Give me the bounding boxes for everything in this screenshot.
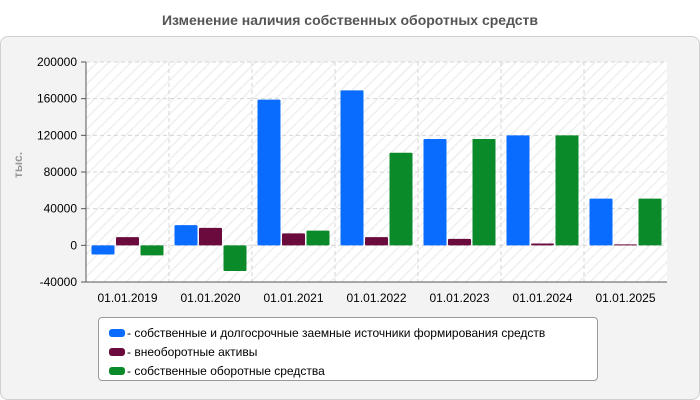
bar-3 [555, 135, 579, 246]
legend-label: - собственные и долгосрочные заемные ист… [127, 325, 546, 340]
y-tick-label: -40000 [40, 275, 78, 289]
bar-1 [506, 135, 530, 246]
chart-title: Изменение наличия собственных оборотных … [161, 12, 539, 28]
x-tick-label: 01.01.2023 [429, 291, 489, 305]
bar-3 [306, 230, 330, 246]
bar-3 [389, 152, 413, 246]
y-tick-label: 160000 [37, 92, 77, 106]
legend-label: - внеоборотные активы [127, 344, 258, 359]
legend-label: - собственные оборотные средства [127, 363, 325, 378]
legend-swatch [109, 328, 125, 337]
bar-2 [365, 237, 388, 246]
x-tick-label: 01.01.2020 [180, 291, 240, 305]
bar-1 [589, 198, 613, 246]
legend-item-sources: - собственные и долгосрочные заемные ист… [109, 323, 597, 342]
x-tick-label: 01.01.2022 [346, 291, 406, 305]
y-tick-label: 0 [70, 238, 77, 252]
y-tick-label: 120000 [37, 128, 77, 142]
bar-2 [282, 233, 305, 246]
legend-swatch [109, 347, 125, 356]
bar-2 [531, 243, 554, 246]
bar-3 [638, 198, 662, 246]
bar-1 [423, 139, 447, 246]
bar-1 [91, 245, 115, 255]
bar-3 [140, 245, 164, 256]
bar-2 [199, 227, 222, 246]
bar-2 [116, 237, 139, 246]
bar-1 [340, 90, 364, 246]
bar-2 [614, 244, 637, 246]
y-axis-label: тыс. [11, 152, 25, 178]
legend-item-working-capital: - собственные оборотные средства [109, 361, 597, 380]
bar-2 [448, 238, 471, 246]
y-tick-label: 40000 [44, 202, 78, 216]
y-tick-label: 200000 [37, 55, 77, 69]
x-tick-label: 01.01.2024 [512, 291, 572, 305]
y-tick-label: 80000 [44, 165, 78, 179]
bar-3 [472, 139, 496, 246]
bar-1 [257, 99, 281, 246]
x-tick-label: 01.01.2025 [595, 291, 655, 305]
legend-swatch [109, 366, 125, 375]
chart-legend: - собственные и долгосрочные заемные ист… [98, 317, 598, 381]
x-tick-label: 01.01.2019 [97, 291, 157, 305]
legend-item-noncurrent-assets: - внеоборотные активы [109, 342, 597, 361]
bar-1 [174, 225, 198, 246]
bar-3 [223, 245, 247, 271]
x-tick-label: 01.01.2021 [263, 291, 323, 305]
